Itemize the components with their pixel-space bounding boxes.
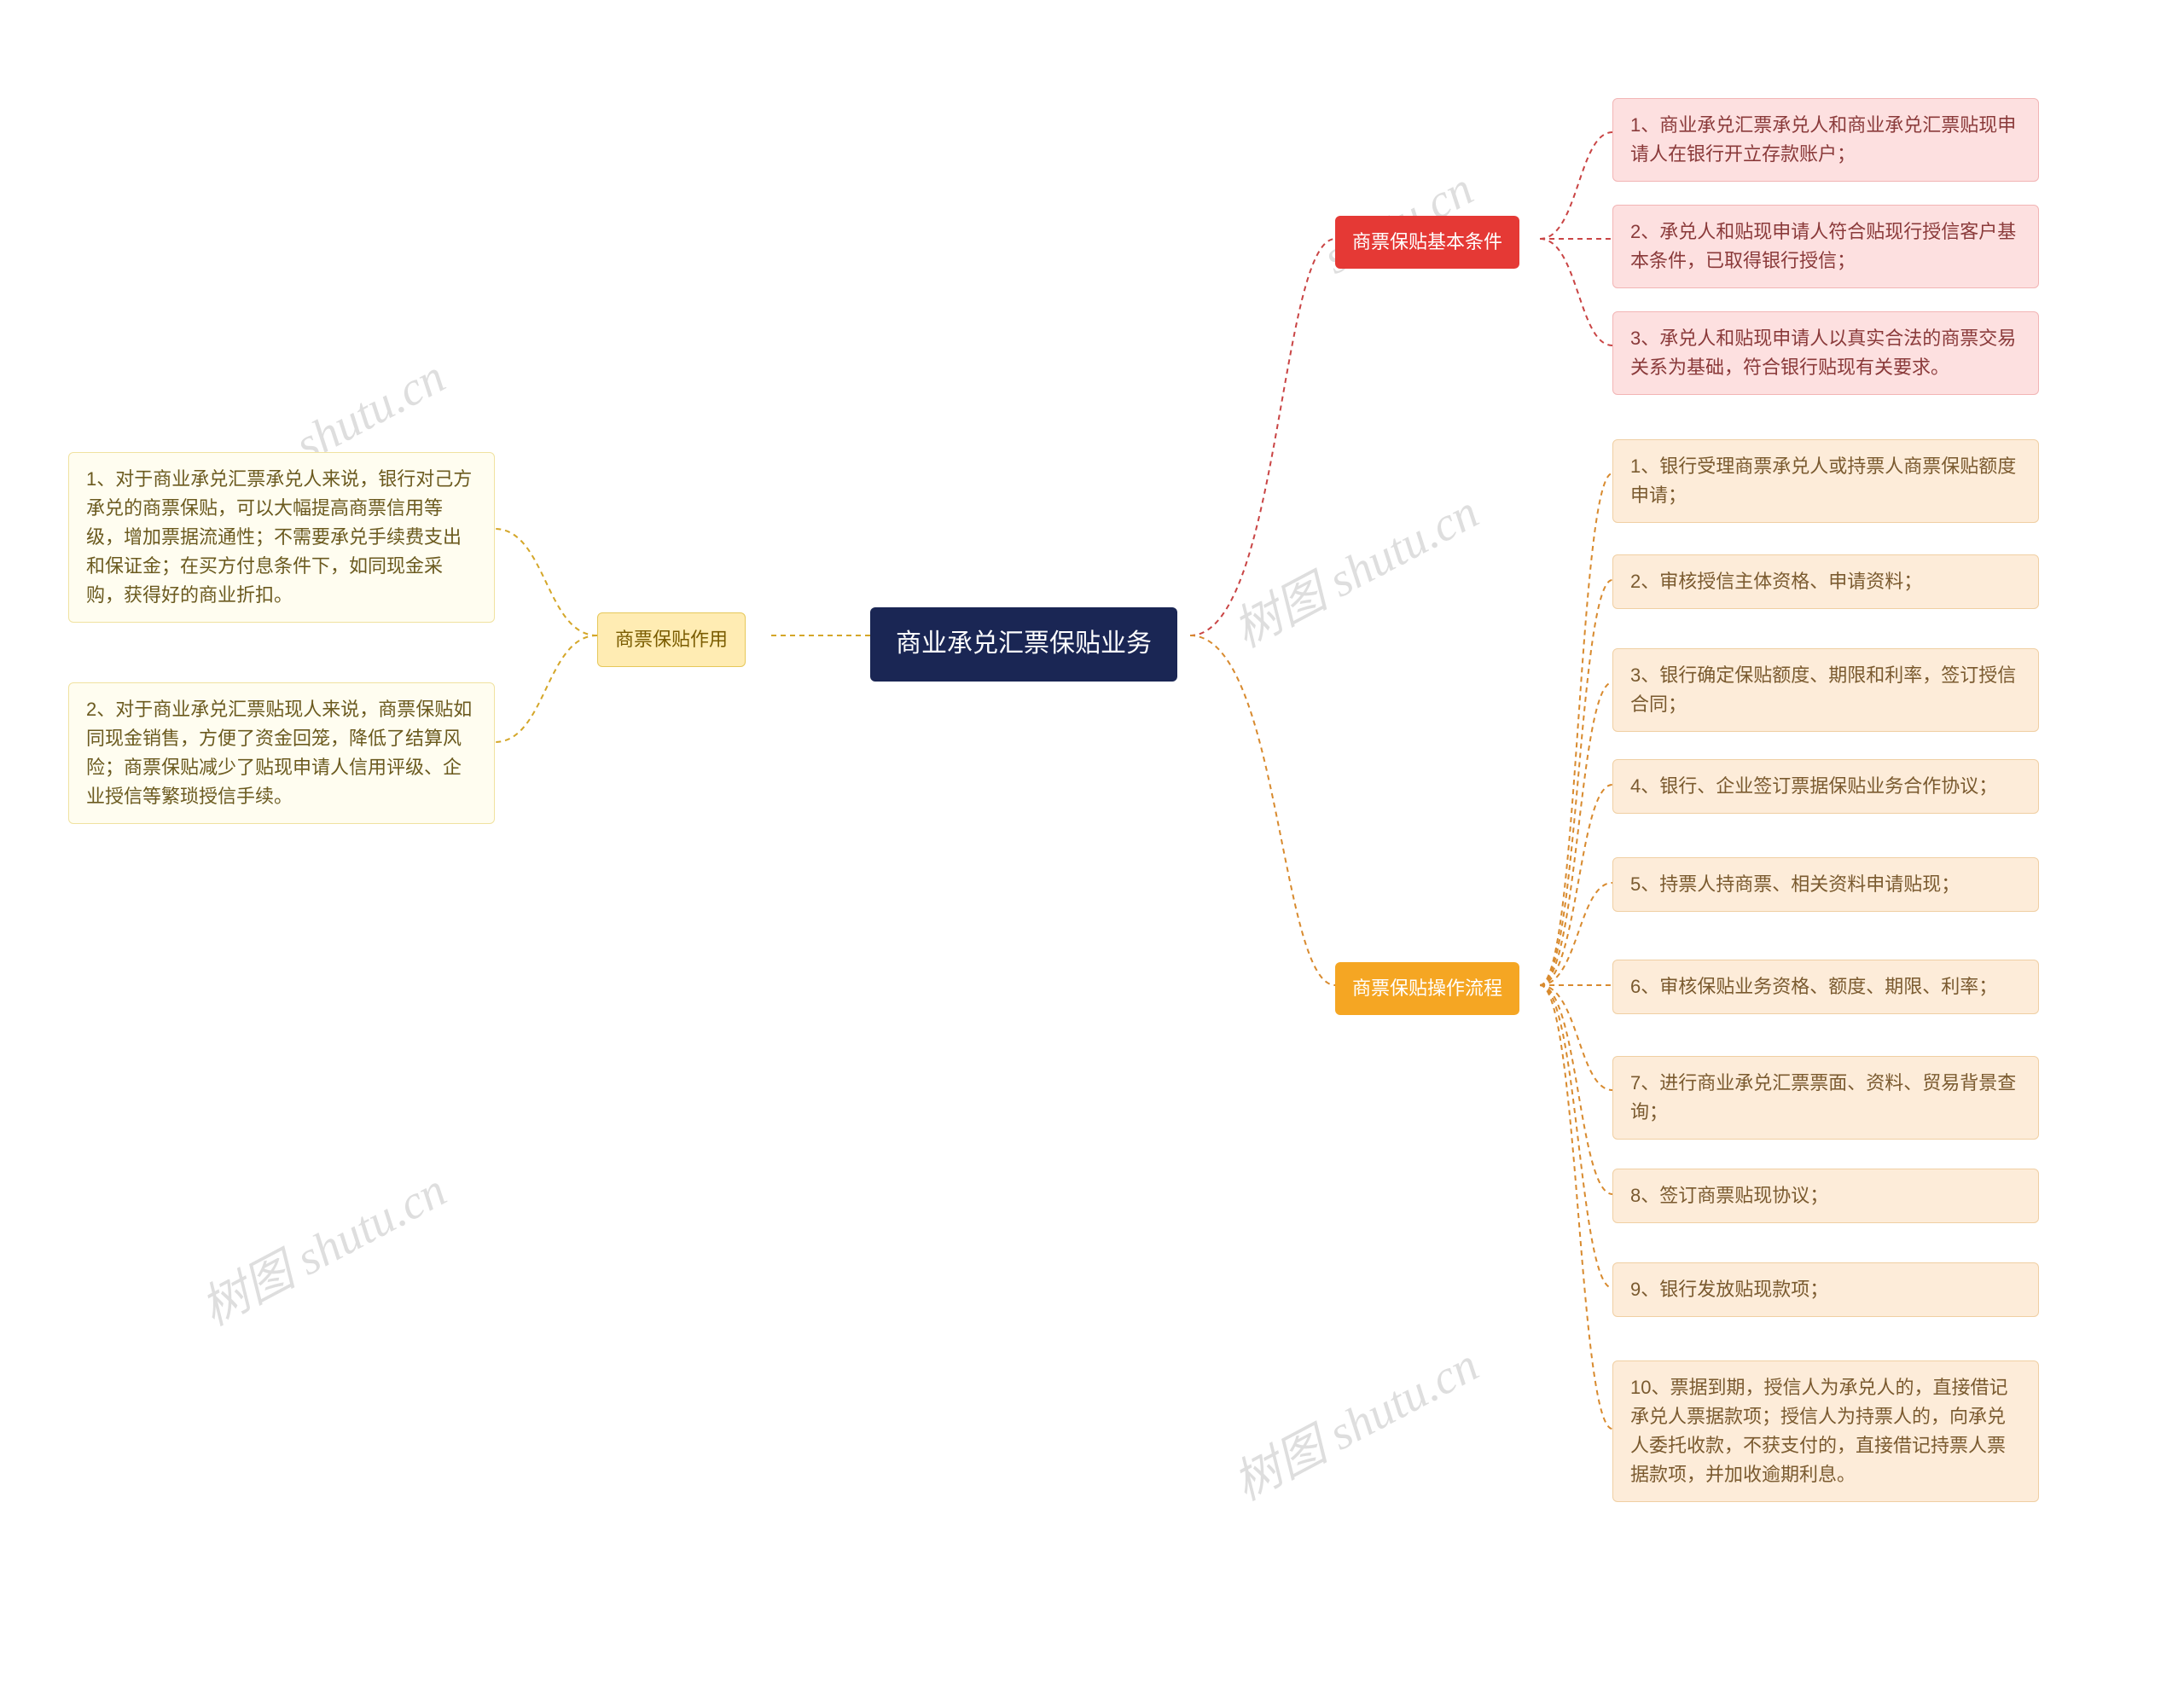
leaf-r2-4: 4、银行、企业签订票据保贴业务合作协议； [1612, 759, 2039, 814]
root-node[interactable]: 商业承兑汇票保贴业务 [870, 607, 1177, 682]
leaf-left-1: 1、对于商业承兑汇票承兑人来说，银行对己方承兑的商票保贴，可以大幅提高商票信用等… [68, 452, 495, 623]
branch-left[interactable]: 商票保贴作用 [597, 612, 746, 667]
leaf-r2-2: 2、审核授信主体资格、申请资料； [1612, 554, 2039, 609]
leaf-r2-10: 10、票据到期，授信人为承兑人的，直接借记承兑人票据款项；授信人为持票人的，向承… [1612, 1360, 2039, 1502]
branch-right-1[interactable]: 商票保贴基本条件 [1335, 216, 1519, 269]
leaf-r1-3: 3、承兑人和贴现申请人以真实合法的商票交易关系为基础，符合银行贴现有关要求。 [1612, 311, 2039, 395]
leaf-r2-5: 5、持票人持商票、相关资料申请贴现； [1612, 857, 2039, 912]
leaf-left-2: 2、对于商业承兑汇票贴现人来说，商票保贴如同现金销售，方便了资金回笼，降低了结算… [68, 682, 495, 824]
leaf-r2-7: 7、进行商业承兑汇票票面、资料、贸易背景查询； [1612, 1056, 2039, 1140]
leaf-r2-3: 3、银行确定保贴额度、期限和利率，签订授信合同； [1612, 648, 2039, 732]
branch-right-2[interactable]: 商票保贴操作流程 [1335, 962, 1519, 1015]
leaf-r2-8: 8、签订商票贴现协议； [1612, 1169, 2039, 1223]
leaf-r2-1: 1、银行受理商票承兑人或持票人商票保贴额度申请； [1612, 439, 2039, 523]
mindmap-canvas: 树图 shutu.cn shutu.cn 树图 shutu.cn 树图 shut… [0, 0, 2184, 1694]
leaf-r2-9: 9、银行发放贴现款项； [1612, 1262, 2039, 1317]
leaf-r1-1: 1、商业承兑汇票承兑人和商业承兑汇票贴现申请人在银行开立存款账户； [1612, 98, 2039, 182]
leaf-r2-6: 6、审核保贴业务资格、额度、期限、利率； [1612, 960, 2039, 1014]
leaf-r1-2: 2、承兑人和贴现申请人符合贴现行授信客户基本条件，已取得银行授信； [1612, 205, 2039, 288]
